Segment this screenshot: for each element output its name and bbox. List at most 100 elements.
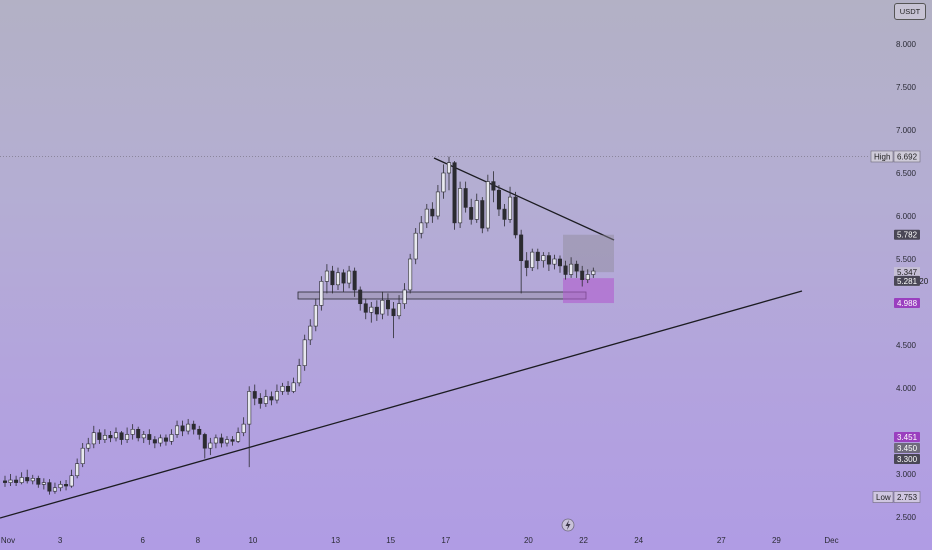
candle	[102, 429, 107, 444]
svg-text:4.988: 4.988	[897, 299, 918, 308]
x-tick-label: Nov	[1, 536, 15, 545]
candle	[319, 276, 324, 311]
y-tick-label: 5.500	[896, 255, 917, 264]
candle	[352, 267, 357, 297]
candle	[58, 480, 63, 492]
candle	[75, 458, 80, 479]
candle	[308, 319, 313, 345]
candle	[258, 393, 263, 409]
candle	[397, 295, 402, 320]
candle	[424, 203, 429, 229]
high-label: High 6.692	[870, 150, 921, 163]
price-label-4988: 4.988	[894, 298, 920, 309]
candle	[97, 429, 102, 444]
candle	[213, 434, 218, 449]
candle	[535, 248, 540, 270]
candle	[557, 255, 562, 273]
candle	[263, 389, 268, 407]
candle	[574, 260, 579, 278]
candle	[80, 443, 85, 468]
candle	[252, 384, 257, 406]
y-tick-label: 7.500	[896, 83, 917, 92]
x-tick-label: 13	[331, 536, 340, 545]
candle	[519, 229, 524, 294]
y-tick-label: 8.000	[896, 40, 917, 49]
candle	[219, 433, 224, 448]
y-tick-label: 2.500	[896, 513, 917, 522]
candle	[341, 269, 346, 292]
candle	[380, 291, 385, 320]
svg-text:2.753: 2.753	[897, 493, 918, 502]
candle	[64, 480, 69, 491]
candle	[313, 298, 318, 332]
x-tick-label: 8	[196, 536, 201, 545]
candle	[480, 197, 485, 234]
candle	[546, 252, 551, 272]
candle	[552, 254, 557, 270]
x-tick-label: Dec	[824, 536, 838, 545]
position-stop-zone	[563, 278, 614, 304]
candle	[247, 386, 252, 468]
candle	[180, 420, 185, 437]
candle	[441, 164, 446, 199]
low-label: Low 2.753	[872, 491, 921, 503]
candle	[413, 228, 418, 265]
y-tick-label: 4.000	[896, 384, 917, 393]
svg-text:5.782: 5.782	[897, 231, 918, 240]
candle	[291, 377, 296, 394]
candle	[125, 427, 130, 444]
candle	[474, 193, 479, 223]
candle	[563, 260, 568, 280]
candle	[324, 264, 329, 294]
candle	[541, 252, 546, 268]
candle	[36, 475, 41, 488]
candle	[47, 479, 52, 495]
candle	[297, 358, 302, 387]
candle	[197, 425, 202, 440]
candle	[30, 474, 35, 485]
candle	[508, 186, 513, 223]
candle	[274, 384, 279, 404]
candle	[469, 198, 474, 225]
candle	[374, 300, 379, 321]
candle	[114, 427, 119, 442]
candle	[2, 475, 8, 487]
y-tick-label: 6.500	[896, 169, 917, 178]
x-tick-label: 22	[579, 536, 588, 545]
support-zone-rectangle	[297, 291, 587, 300]
x-tick-label: 20	[524, 536, 533, 545]
candle	[419, 216, 424, 239]
price-label-3450: 3.450	[894, 443, 920, 453]
candle	[236, 427, 241, 444]
candle	[119, 431, 124, 445]
candle	[19, 472, 24, 485]
price-label-3451: 3.451	[894, 432, 920, 442]
candle	[8, 474, 13, 487]
candle	[286, 381, 291, 395]
candle	[69, 469, 74, 488]
candle	[446, 156, 451, 191]
y-tick-label: 4.500	[896, 341, 917, 350]
candle	[241, 417, 246, 437]
candle	[25, 469, 30, 484]
candle	[41, 478, 46, 490]
candle	[169, 429, 174, 445]
x-tick-label: 6	[141, 536, 146, 545]
candle	[208, 437, 213, 456]
candle	[458, 181, 463, 229]
svg-text:3.300: 3.300	[897, 455, 918, 464]
candle	[580, 265, 585, 287]
candle	[158, 434, 163, 447]
price-label-5782: 5.782	[894, 229, 920, 240]
currency-button[interactable]: USDT	[894, 3, 926, 20]
candle	[569, 257, 574, 278]
candle	[280, 382, 285, 395]
candle	[435, 185, 440, 220]
candle	[86, 437, 91, 452]
candle	[335, 267, 340, 290]
svg-text:Low: Low	[876, 493, 891, 502]
candle	[152, 436, 157, 449]
candle	[302, 334, 307, 371]
